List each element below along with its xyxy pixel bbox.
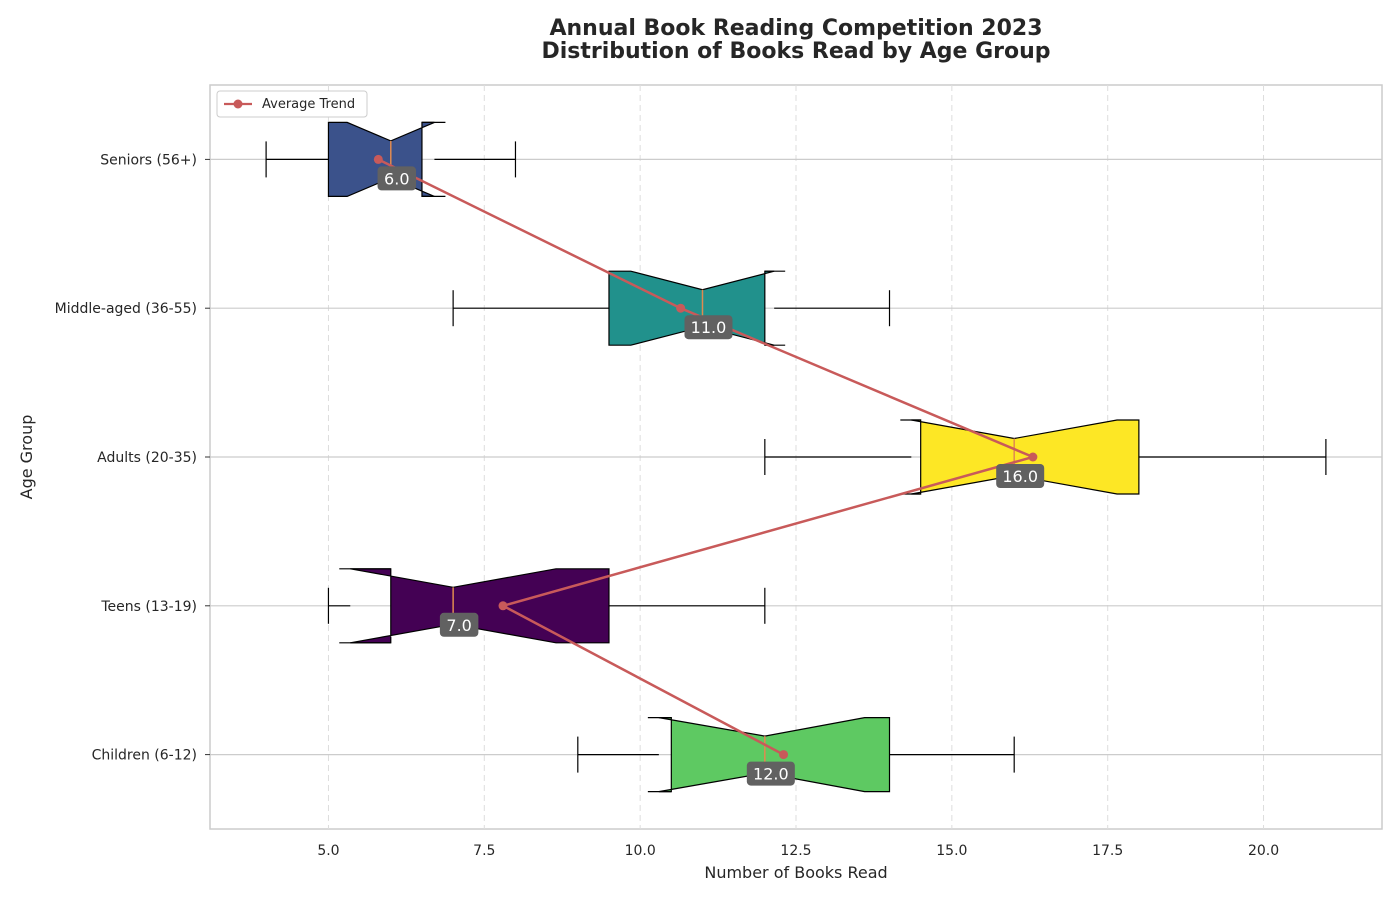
median-label-adults-20-35: 16.0 bbox=[996, 464, 1045, 488]
legend-label-average-trend: Average Trend bbox=[262, 97, 355, 112]
median-label-text-teens-13-19: 7.0 bbox=[446, 616, 471, 635]
median-label-bg-seniors-56 bbox=[377, 166, 417, 191]
y-tick-label: Adults (20-35) bbox=[97, 450, 197, 466]
median-label-teens-13-19: 7.0 bbox=[439, 612, 479, 637]
x-tick-label: 7.5 bbox=[473, 843, 495, 859]
trend-point-adults-20-35 bbox=[1028, 452, 1038, 462]
x-tick-label: 20.0 bbox=[1248, 843, 1279, 859]
legend-box bbox=[216, 90, 368, 118]
x-tick-label: 12.5 bbox=[780, 843, 811, 859]
y-tick-label: Children (6-12) bbox=[92, 748, 197, 764]
median-label-children-6-12: 12.0 bbox=[746, 761, 795, 786]
x-tick-label: 10.0 bbox=[625, 843, 656, 859]
median-label-text-adults-20-35: 16.0 bbox=[1002, 467, 1038, 486]
median-label-middle-aged-36-55: 11.0 bbox=[684, 315, 733, 340]
y-tick-label: Seniors (56+) bbox=[100, 152, 197, 168]
median-label-bg-teens-13-19 bbox=[439, 612, 479, 637]
median-label-layer: 12.0 7.0 16.0 11.0 6.0 bbox=[377, 166, 1045, 786]
legend-marker-swatch bbox=[233, 99, 243, 109]
x-tick-label: 15.0 bbox=[936, 843, 967, 859]
median-label-seniors-56: 6.0 bbox=[377, 166, 417, 191]
x-tick-label: 17.5 bbox=[1092, 843, 1123, 859]
trend-layer bbox=[373, 154, 1038, 760]
median-label-text-seniors-56: 6.0 bbox=[384, 169, 409, 188]
x-tick-label: 5.0 bbox=[317, 843, 339, 859]
median-label-bg-children-6-12 bbox=[746, 761, 795, 786]
median-label-bg-adults-20-35 bbox=[996, 464, 1045, 488]
legend: Average Trend bbox=[216, 90, 368, 118]
x-axis-label: Number of Books Read bbox=[704, 863, 887, 882]
y-tick-label: Middle-aged (36-55) bbox=[55, 301, 197, 317]
chart-title: Annual Book Reading Competition 2023 bbox=[549, 16, 1042, 41]
trend-point-children-6-12 bbox=[779, 750, 789, 760]
y-axis-label: Age Group bbox=[17, 415, 36, 500]
y-tick-label: Teens (13-19) bbox=[100, 599, 197, 615]
median-label-bg-middle-aged-36-55 bbox=[684, 315, 733, 340]
median-label-text-children-6-12: 12.0 bbox=[753, 765, 789, 784]
tick-layer: 5.0 7.5 10.0 12.5 15.0 17.5 20.0 Children (6-12… bbox=[55, 152, 1279, 859]
median-label-text-middle-aged-36-55: 11.0 bbox=[691, 318, 727, 337]
chart-subtitle: Distribution of Books Read by Age Group bbox=[541, 39, 1050, 64]
trend-point-middle-aged-36-55 bbox=[676, 303, 686, 313]
trend-point-teens-13-19 bbox=[498, 601, 508, 611]
trend-point-seniors-56 bbox=[373, 154, 383, 164]
